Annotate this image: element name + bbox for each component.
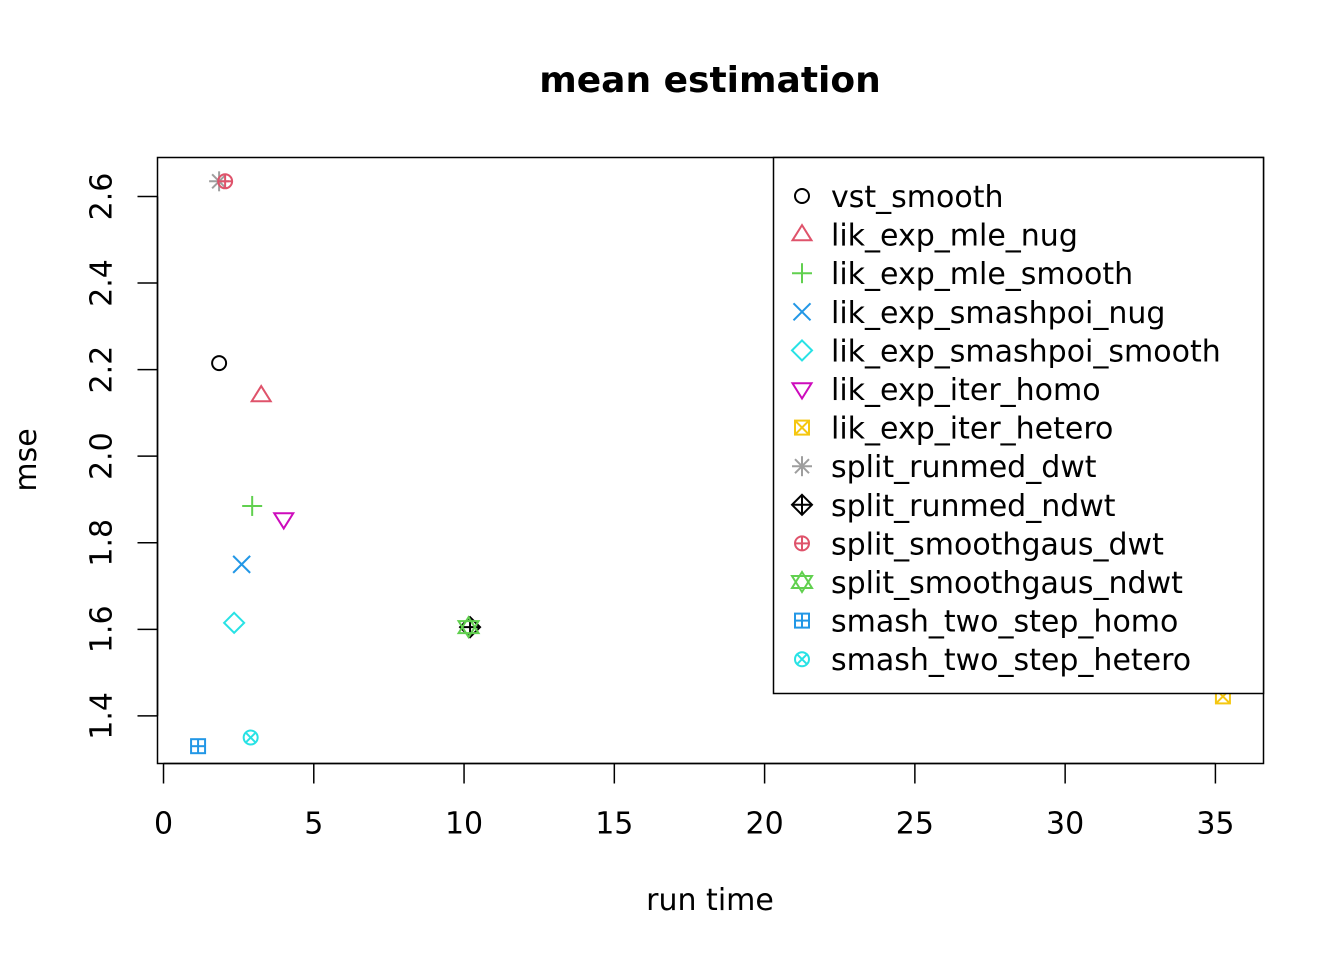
legend-marker-lik-exp-smashpoi-nug bbox=[792, 302, 812, 322]
legend-label: split_smoothgaus_ndwt bbox=[831, 566, 1183, 601]
legend-label: split_runmed_ndwt bbox=[831, 489, 1116, 524]
point-split-smoothgaus-ndwt bbox=[456, 615, 481, 640]
x-tick-label: 5 bbox=[304, 807, 323, 842]
legend-marker-lik-exp-iter-hetero bbox=[794, 419, 810, 436]
legend-marker-split-smoothgaus-dwt bbox=[794, 535, 810, 552]
point-split-smoothgaus-dwt bbox=[217, 173, 234, 190]
point-lik-exp-smashpoi-smooth bbox=[222, 611, 246, 635]
point-lik-exp-mle-smooth bbox=[242, 495, 263, 516]
legend-label: smash_two_step_hetero bbox=[831, 643, 1191, 678]
x-tick-label: 0 bbox=[154, 807, 173, 842]
legend-label: lik_exp_mle_nug bbox=[831, 219, 1078, 254]
chart-title: mean estimation bbox=[539, 60, 881, 101]
x-tick-label: 25 bbox=[896, 807, 934, 842]
y-tick-label: 1.4 bbox=[85, 692, 120, 740]
x-axis: 0 5 10 15 20 25 30 35 bbox=[154, 762, 1235, 842]
y-axis-label: mse bbox=[9, 428, 44, 491]
point-smash-two-step-homo bbox=[190, 738, 207, 755]
y-tick-label: 2.2 bbox=[85, 346, 120, 394]
legend-label: vst_smooth bbox=[831, 180, 1004, 215]
legend-marker-lik-exp-iter-homo bbox=[790, 382, 814, 401]
legend: vst_smooth lik_exp_mle_nuglik_exp_mle_smo… bbox=[772, 156, 1265, 695]
point-smash-two-step-hetero bbox=[242, 729, 259, 746]
x-tick-label: 10 bbox=[445, 807, 483, 842]
y-tick-label: 2.0 bbox=[85, 432, 120, 480]
legend-marker-split-runmed-dwt bbox=[792, 456, 812, 477]
point-vst-smooth bbox=[211, 355, 228, 372]
legend-label: split_runmed_dwt bbox=[831, 450, 1097, 485]
x-tick-label: 15 bbox=[595, 807, 633, 842]
point-lik-exp-smashpoi-nug bbox=[232, 555, 251, 574]
y-tick-label: 1.8 bbox=[85, 519, 120, 567]
legend-marker-split-smoothgaus-ndwt bbox=[790, 570, 814, 594]
x-tick-label: 35 bbox=[1196, 807, 1234, 842]
legend-marker-lik-exp-mle-nug bbox=[790, 223, 814, 242]
legend-label: lik_exp_mle_smooth bbox=[831, 257, 1133, 292]
point-lik-exp-iter-homo bbox=[272, 512, 296, 531]
legend-label: lik_exp_iter_homo bbox=[831, 373, 1101, 408]
legend-label: lik_exp_smashpoi_smooth bbox=[831, 334, 1221, 369]
legend-box bbox=[772, 156, 1265, 695]
x-axis-label: run time bbox=[646, 883, 774, 918]
legend-label: lik_exp_iter_hetero bbox=[831, 412, 1113, 447]
legend-label: split_smoothgaus_dwt bbox=[831, 527, 1164, 562]
legend-marker-lik-exp-mle-smooth bbox=[792, 263, 812, 284]
legend-marker-lik-exp-smashpoi-smooth bbox=[790, 338, 814, 362]
data-points bbox=[190, 171, 1231, 755]
y-axis: 1.4 1.6 1.8 2.0 2.2 2.4 2.6 bbox=[85, 173, 159, 740]
legend-marker-smash-two-step-homo bbox=[794, 612, 810, 629]
y-tick-label: 2.4 bbox=[85, 259, 120, 307]
y-tick-label: 2.6 bbox=[85, 173, 120, 221]
x-tick-label: 20 bbox=[746, 807, 784, 842]
x-tick-label: 30 bbox=[1046, 807, 1084, 842]
legend-marker-split-runmed-ndwt bbox=[790, 493, 814, 517]
legend-label: lik_exp_smashpoi_nug bbox=[831, 296, 1165, 331]
y-tick-label: 1.6 bbox=[85, 605, 120, 653]
legend-marker-smash-two-step-hetero bbox=[794, 651, 810, 668]
legend-marker-vst-smooth bbox=[794, 188, 810, 204]
legend-label: smash_two_step_homo bbox=[831, 605, 1178, 640]
point-lik-exp-mle-nug bbox=[249, 384, 273, 403]
